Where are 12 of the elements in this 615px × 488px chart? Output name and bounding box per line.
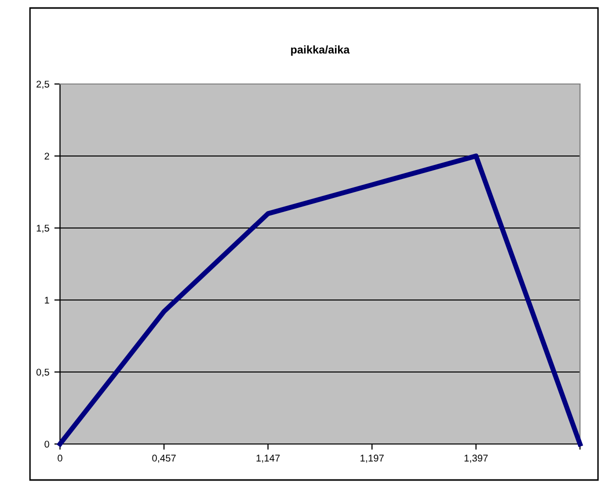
- y-tick-label: 0,5: [36, 368, 50, 377]
- x-tick-label: 1,147: [256, 454, 280, 463]
- y-tick-label: 1,5: [36, 224, 50, 233]
- chart-title: paikka/aika: [291, 45, 350, 56]
- x-tick-label: 1,197: [360, 454, 384, 463]
- x-tick-label: 1,397: [464, 454, 488, 463]
- y-tick-label: 0: [44, 440, 50, 448]
- y-tick-label: 1: [44, 296, 50, 304]
- x-tick-label: 0,457: [152, 454, 176, 463]
- x-tick-label: 0: [58, 454, 62, 462]
- y-tick-label: 2,5: [36, 80, 50, 89]
- y-tick-label: 2: [44, 152, 50, 160]
